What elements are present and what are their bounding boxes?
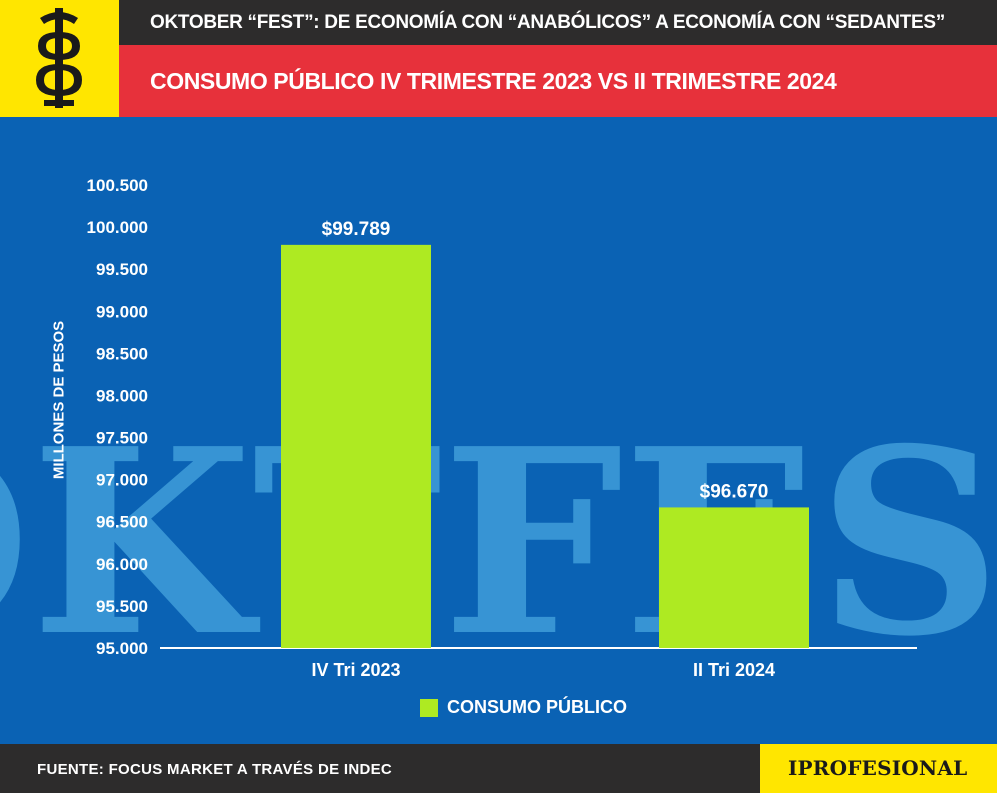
- header-kicker-bar: OKTOBER “FEST”: DE ECONOMÍA CON “ANABÓLI…: [119, 0, 997, 45]
- y-tick-label: 95.000: [96, 639, 148, 658]
- y-tick-label: 98.000: [96, 386, 148, 405]
- legend-label: CONSUMO PÚBLICO: [447, 697, 627, 717]
- header-title-bar: CONSUMO PÚBLICO IV TRIMESTRE 2023 VS II …: [119, 45, 997, 117]
- y-tick-label: 99.000: [96, 302, 148, 321]
- bar-data-label: $96.670: [700, 481, 769, 502]
- bar: [281, 244, 431, 648]
- footer-source-bar: FUENTE: FOCUS MARKET A TRAVÉS DE INDEC: [0, 744, 760, 793]
- oktoberfest-logo-icon: [36, 8, 82, 108]
- oktfest-watermark: OKTFEST: [0, 394, 997, 693]
- bar: [659, 507, 809, 648]
- chart-title: CONSUMO PÚBLICO IV TRIMESTRE 2023 VS II …: [150, 68, 837, 94]
- x-tick-label: IV Tri 2023: [311, 660, 400, 680]
- y-tick-label: 100.000: [87, 218, 148, 237]
- legend-swatch: [420, 699, 438, 717]
- x-tick-label: II Tri 2024: [693, 660, 775, 680]
- y-tick-label: 95.500: [96, 597, 148, 616]
- bar-data-label: $99.789: [322, 219, 391, 240]
- brand-name: IPROFESIONAL: [788, 756, 968, 780]
- y-axis-label: MILLONES DE PESOS: [50, 320, 68, 480]
- y-tick-label: 98.500: [96, 344, 148, 363]
- source-note: FUENTE: FOCUS MARKET A TRAVÉS DE INDEC: [37, 761, 393, 778]
- y-tick-label: 96.000: [96, 555, 148, 574]
- y-tick-label: 99.500: [96, 260, 148, 279]
- header-kicker: OKTOBER “FEST”: DE ECONOMÍA CON “ANABÓLI…: [150, 12, 945, 33]
- watermark-text: OKTFEST: [0, 394, 997, 693]
- y-tick-label: 97.000: [96, 471, 148, 490]
- y-tick-label: 100.500: [87, 176, 148, 195]
- y-tick-label: 97.500: [96, 429, 148, 448]
- chart-area: OKTFEST: [0, 117, 997, 744]
- brand-box: IPROFESIONAL: [760, 744, 997, 793]
- y-tick-label: 96.500: [96, 513, 148, 532]
- logo: [0, 0, 119, 117]
